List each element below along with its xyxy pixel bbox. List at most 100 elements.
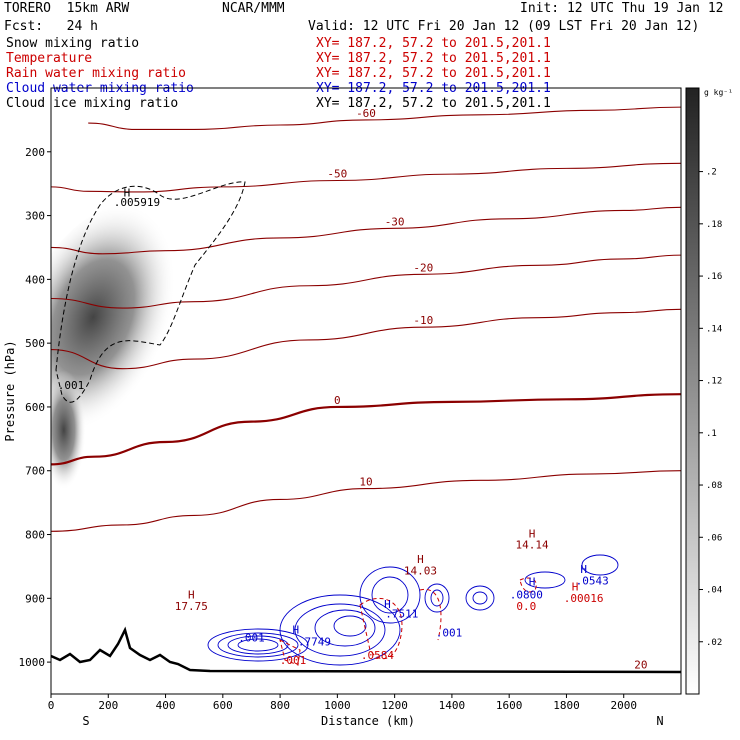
field-name-cloud-ice: Cloud ice mixing ratio bbox=[6, 96, 179, 111]
x-tick-label: 0 bbox=[48, 699, 55, 712]
contour-annotation: H bbox=[293, 623, 300, 636]
field-xy-cloud-ice: XY= 187.2, 57.2 to 201.5,201.1 bbox=[316, 96, 551, 111]
temperature-contour-line bbox=[51, 162, 681, 193]
y-tick-label: 400 bbox=[25, 273, 45, 286]
temperature-contour-label: -10 bbox=[413, 314, 433, 327]
colorbar-ticks: .02 .04 .06 .08 .1 .12 .14 .16 .18 .2 bbox=[699, 168, 722, 648]
temperature-contour-line bbox=[51, 470, 681, 532]
rain-contour bbox=[519, 577, 537, 593]
contour-annotations: H.005919.001H17.75H14.03H14.1420H.7749.0… bbox=[58, 186, 648, 671]
contour-annotation: .00016 bbox=[564, 592, 604, 605]
contour-annotation: H bbox=[529, 528, 536, 541]
colorbar-tick-label: .12 bbox=[706, 377, 722, 387]
cloud-water-contours bbox=[207, 554, 619, 666]
contour-annotation: .005919 bbox=[114, 196, 160, 209]
cloud-water-blob-6 bbox=[524, 571, 566, 589]
temperature-contour-label: -60 bbox=[356, 107, 376, 120]
y-tick-label: 900 bbox=[25, 592, 45, 605]
cloud-water-blob-7 bbox=[581, 554, 619, 576]
x-axis-label: Distance (km) bbox=[321, 714, 415, 728]
x-tick-label: 600 bbox=[213, 699, 233, 712]
snow-mixing-ratio-shading bbox=[51, 205, 183, 490]
y-tick-label: 500 bbox=[25, 337, 45, 350]
contour-annotation: .001 bbox=[436, 627, 463, 640]
y-tick-label: 700 bbox=[25, 465, 45, 478]
contour-annotation: .7749 bbox=[298, 636, 331, 649]
contour-annotation: 17.75 bbox=[175, 600, 208, 613]
contour-annotation: .001 bbox=[238, 632, 265, 645]
colorbar-tick-label: .2 bbox=[706, 168, 717, 178]
colorbar-tick-label: .06 bbox=[706, 533, 722, 543]
contour-annotation: 14.14 bbox=[516, 539, 549, 552]
contour-annotation: 14.03 bbox=[404, 565, 437, 578]
colorbar-tick-label: .02 bbox=[706, 638, 722, 648]
colorbar-unit: g kg⁻¹ bbox=[704, 88, 733, 97]
colorbar-gradient bbox=[685, 87, 700, 695]
contour-annotation: .001 bbox=[58, 379, 85, 392]
contour-annotation: H bbox=[580, 563, 587, 576]
temperature-contour-label: 10 bbox=[359, 476, 372, 489]
contour-annotation: H bbox=[188, 588, 195, 601]
cloud-water-blob-1 bbox=[207, 628, 309, 662]
contour-annotation: 0.0 bbox=[516, 600, 536, 613]
temperature-contour-label: 0 bbox=[334, 394, 341, 407]
x-tick-label: 1400 bbox=[439, 699, 466, 712]
contour-annotation: H bbox=[529, 576, 536, 589]
contour-annotation: H bbox=[417, 553, 424, 566]
x-left-end-label: S bbox=[82, 714, 89, 728]
y-tick-label: 200 bbox=[25, 146, 45, 159]
cloud-water-blob-2 bbox=[294, 603, 386, 657]
x-tick-label: 1800 bbox=[553, 699, 580, 712]
contour-annotation: .0584 bbox=[361, 649, 394, 662]
cloud-water-blob-1 bbox=[227, 635, 289, 655]
x-tick-label: 1200 bbox=[381, 699, 408, 712]
contour-annotation: 20 bbox=[634, 658, 647, 671]
cloud-water-blob-4 bbox=[430, 589, 444, 607]
colorbar-tick-label: .14 bbox=[706, 324, 722, 334]
terrain-profile bbox=[51, 626, 681, 674]
temperature-contours: -60 -50 -30 -20 -10 0 10 bbox=[51, 106, 681, 532]
rain-water-contours bbox=[279, 577, 537, 666]
temperature-contour-label: -20 bbox=[413, 261, 433, 274]
y-tick-label: 600 bbox=[25, 401, 45, 414]
temperature-contour-label: -30 bbox=[385, 215, 405, 228]
contour-annotation: H bbox=[572, 581, 579, 594]
rain-contour bbox=[279, 639, 301, 666]
field-name-temperature: Temperature bbox=[6, 51, 93, 66]
cloud-ice-contour bbox=[55, 181, 246, 403]
forecast-hour: Fcst: 24 h bbox=[4, 19, 98, 34]
contour-annotation: .0800 bbox=[510, 588, 543, 601]
y-tick-label: 800 bbox=[25, 529, 45, 542]
cloud-water-blob-2 bbox=[279, 594, 401, 666]
field-xy-rain: XY= 187.2, 57.2 to 201.5,201.1 bbox=[316, 66, 551, 81]
x-tick-label: 1600 bbox=[496, 699, 523, 712]
y-tick-label: 1000 bbox=[19, 656, 46, 669]
cloud-ice-contour-line bbox=[55, 181, 246, 403]
snow-shading-lower bbox=[51, 370, 88, 490]
x-tick-label: 2000 bbox=[610, 699, 637, 712]
cloud-water-blob-1 bbox=[237, 638, 279, 652]
x-tick-label: 200 bbox=[98, 699, 118, 712]
contour-annotation: .0543 bbox=[576, 574, 609, 587]
valid-time: Valid: 12 UTC Fri 20 Jan 12 (09 LST Fri … bbox=[308, 19, 700, 34]
cloud-water-blob-3 bbox=[359, 566, 421, 624]
colorbar: .02 .04 .06 .08 .1 .12 .14 .16 .18 .2 g kg⁻¹ bbox=[685, 87, 733, 695]
contour-annotation: H bbox=[384, 598, 391, 611]
field-xy-snow: XY= 187.2, 57.2 to 201.5,201.1 bbox=[316, 36, 551, 51]
colorbar-tick-label: .16 bbox=[706, 272, 722, 282]
cloud-water-blob-5 bbox=[472, 591, 488, 605]
model-name: TORERO 15km ARW bbox=[4, 1, 130, 16]
x-axis: 0 200 400 600 800 1000 1200 1400 1600 1800 2000 bbox=[48, 694, 637, 712]
y-axis-label: Pressure (hPa) bbox=[3, 340, 17, 441]
field-xy-temperature: XY= 187.2, 57.2 to 201.5,201.1 bbox=[316, 51, 551, 66]
temperature-contour-line bbox=[51, 308, 681, 370]
init-time: Init: 12 UTC Thu 19 Jan 12 bbox=[520, 1, 724, 16]
temperature-contour-label: -50 bbox=[327, 167, 347, 180]
colorbar-tick-label: .04 bbox=[706, 586, 722, 596]
cloud-water-blob-4 bbox=[424, 583, 450, 613]
colorbar-tick-label: .18 bbox=[706, 220, 722, 230]
temperature-contour-line bbox=[51, 393, 681, 466]
x-tick-label: 800 bbox=[270, 699, 290, 712]
contour-annotation: .001 bbox=[280, 654, 307, 667]
